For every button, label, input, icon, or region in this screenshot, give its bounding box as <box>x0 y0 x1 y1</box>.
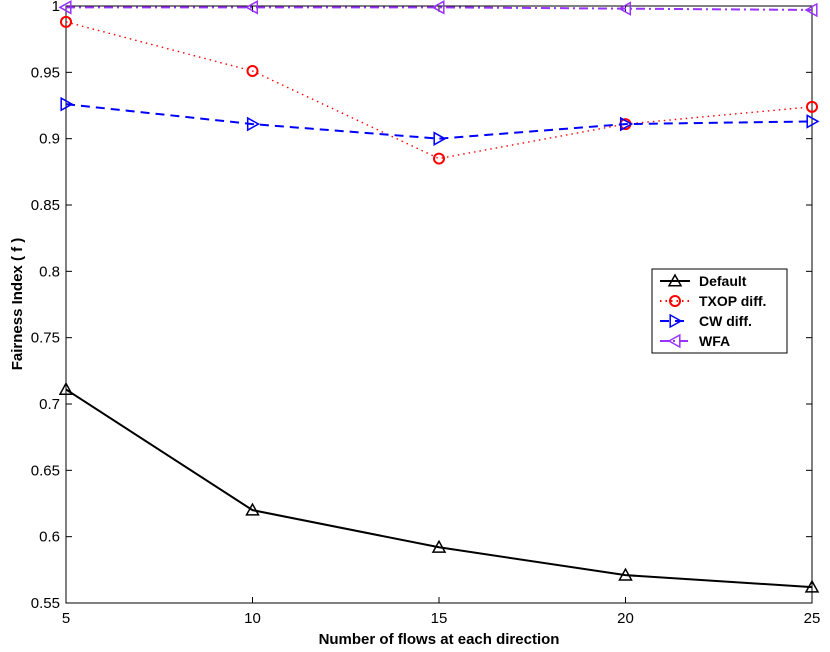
y-tick-label: 0.8 <box>39 263 60 280</box>
y-tick-label: 1 <box>52 0 60 15</box>
series-default <box>58 381 820 593</box>
legend-marker-txop-diff <box>669 295 681 307</box>
data-point-wfa <box>617 1 632 16</box>
y-tick-label: 0.85 <box>31 197 60 214</box>
y-tick-label: 0.65 <box>31 462 60 479</box>
data-point-cw-diff <box>433 131 447 146</box>
y-tick-label: 0.9 <box>39 131 60 148</box>
axes: 5 10 15 20 25 0.55 0.6 0.65 0.7 0.75 0.8 0.85 0.9 0.9… <box>31 0 821 627</box>
series-layer <box>58 0 820 593</box>
data-point-cw-diff <box>246 116 261 132</box>
y-tick-label: 0.95 <box>31 64 60 81</box>
data-point-txop-diff <box>806 100 818 113</box>
x-tick-label: 10 <box>244 610 261 627</box>
x-tick-label: 15 <box>431 610 448 627</box>
data-point-cw-diff <box>619 116 634 132</box>
x-axis-label: Number of flows at each direction <box>319 631 560 648</box>
data-point-txop-diff <box>433 152 445 165</box>
data-point-wfa <box>58 0 72 15</box>
data-point-txop-diff <box>60 15 72 28</box>
legend-marker-wfa <box>667 333 681 349</box>
data-point-default <box>618 567 633 581</box>
legend: Default TXOP diff. CW diff. WFA <box>651 268 788 354</box>
y-axis-label: Fairness Index ( f ) <box>9 238 26 371</box>
series-cw-diff <box>60 96 820 146</box>
data-point-cw-diff <box>60 96 74 112</box>
y-tick-label: 0.7 <box>39 396 60 413</box>
data-point-wfa <box>804 2 818 18</box>
legend-label-txop-diff: TXOP diff. <box>699 293 766 309</box>
data-point-txop-diff <box>246 65 259 78</box>
y-tick-label: 0.6 <box>39 529 60 546</box>
data-point-default <box>245 502 260 516</box>
data-point-wfa <box>244 0 259 15</box>
data-point-wfa <box>431 0 445 15</box>
legend-label-default: Default <box>699 273 747 289</box>
data-point-default <box>804 579 820 593</box>
x-tick-label: 20 <box>617 610 634 627</box>
series-wfa <box>58 0 818 18</box>
legend-box <box>651 268 788 354</box>
y-tick-label: 0.75 <box>31 330 60 347</box>
data-point-default <box>58 381 74 395</box>
data-point-cw-diff <box>806 114 820 129</box>
series-line-wfa <box>66 6 813 11</box>
legend-label-wfa: WFA <box>699 333 730 349</box>
legend-marker-default <box>667 273 683 287</box>
x-tick-label: 5 <box>62 610 70 627</box>
x-tick-label: 25 <box>804 610 821 627</box>
series-line-default <box>65 388 813 589</box>
y-tick-label: 0.55 <box>31 595 60 612</box>
legend-label-cw-diff: CW diff. <box>699 313 752 329</box>
data-point-default <box>431 539 447 553</box>
legend-marker-cw-diff <box>669 313 683 329</box>
series-line-cw-diff <box>65 103 813 140</box>
series-txop-diff <box>60 15 818 165</box>
